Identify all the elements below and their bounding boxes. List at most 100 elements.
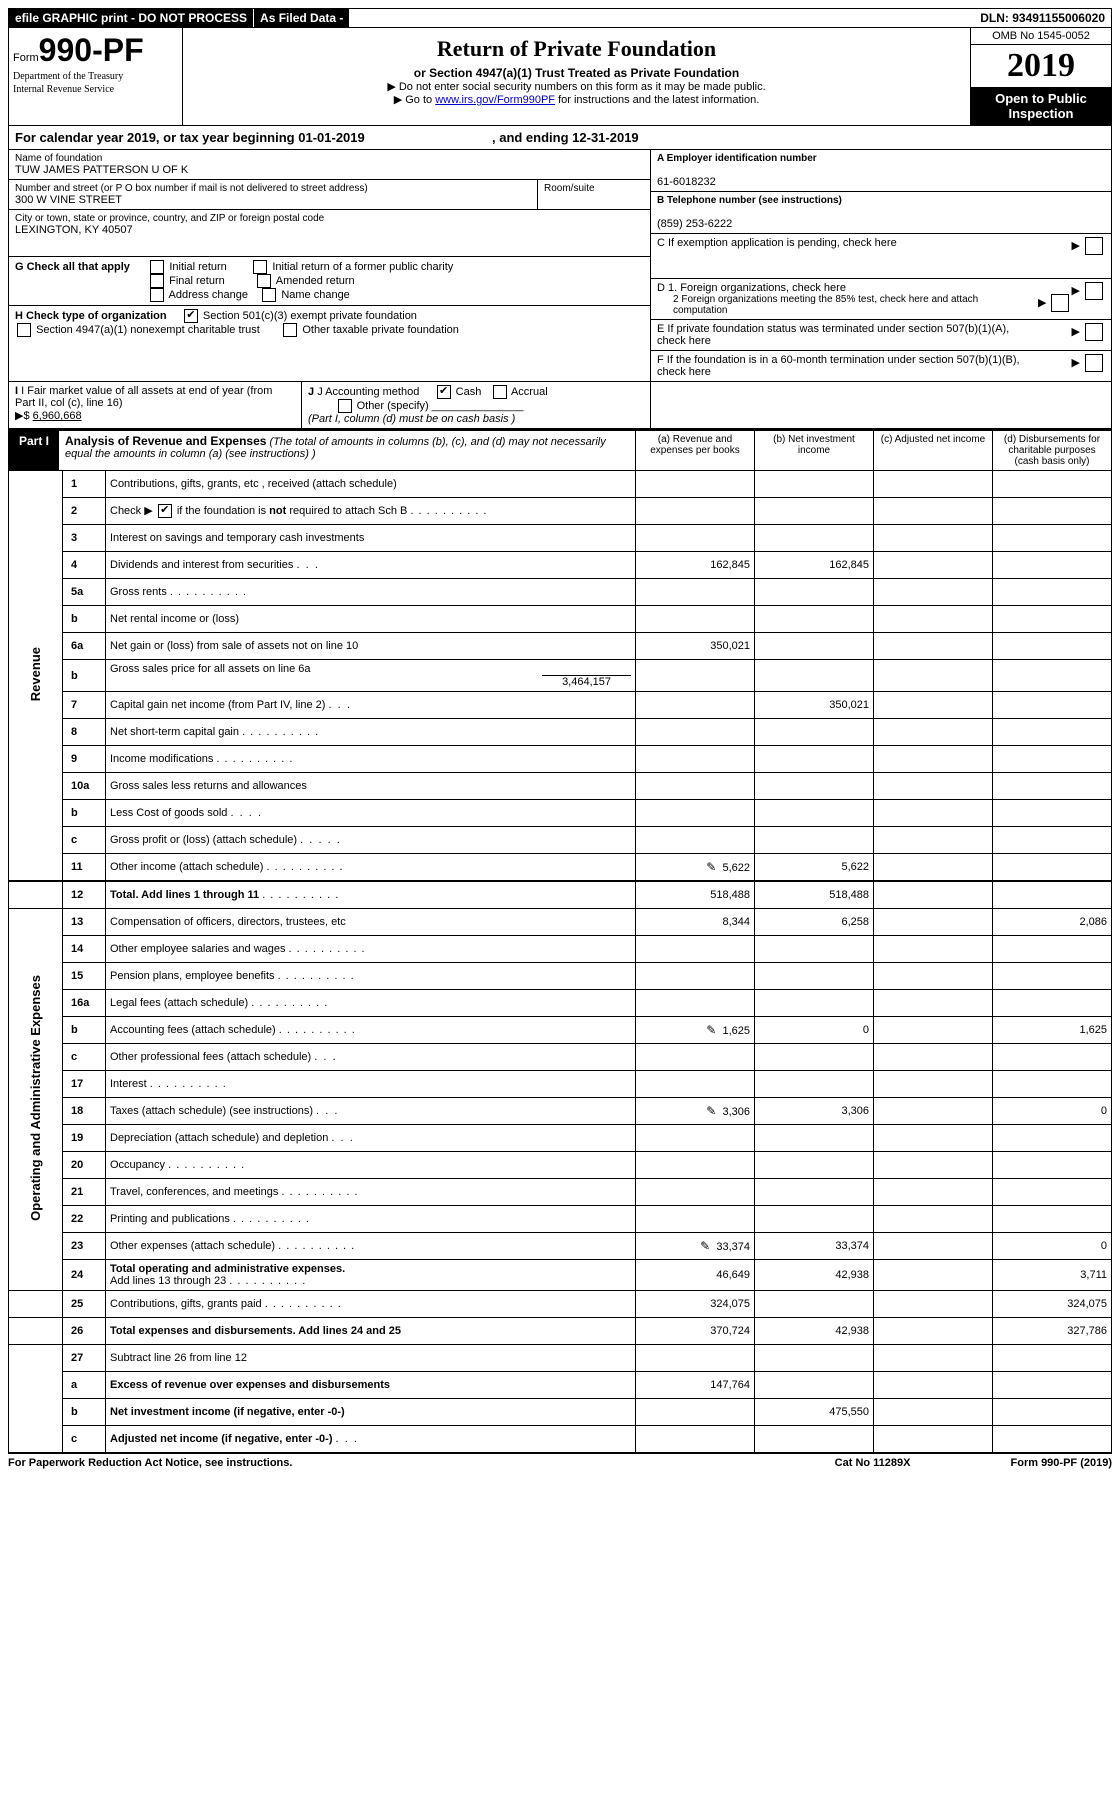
table-row: 25Contributions, gifts, grants paid 324,…	[9, 1291, 1112, 1318]
section-e: E If private foundation status was termi…	[651, 320, 1111, 351]
revenue-label: Revenue	[9, 471, 63, 881]
open-inspection: Open to Public Inspection	[971, 87, 1111, 125]
table-row: bLess Cost of goods sold . . . .	[9, 800, 1112, 827]
attachment-icon[interactable]: ✎	[706, 860, 716, 874]
table-row: 7Capital gain net income (from Part IV, …	[9, 692, 1112, 719]
table-row: 8Net short-term capital gain	[9, 719, 1112, 746]
initial-return-checkbox[interactable]	[150, 260, 164, 274]
page-footer: For Paperwork Reduction Act Notice, see …	[8, 1453, 1112, 1469]
table-row: bGross sales price for all assets on lin…	[9, 660, 1112, 692]
ssn-warning: ▶ Do not enter social security numbers o…	[187, 80, 966, 93]
amended-return-checkbox[interactable]	[257, 274, 271, 288]
section-ij: I I Fair market value of all assets at e…	[8, 382, 1112, 429]
table-row: cGross profit or (loss) (attach schedule…	[9, 827, 1112, 854]
table-row: 20Occupancy	[9, 1152, 1112, 1179]
phone-cell: B Telephone number (see instructions) (8…	[651, 192, 1111, 234]
table-row: 10aGross sales less returns and allowanc…	[9, 773, 1112, 800]
final-return-checkbox[interactable]	[150, 274, 164, 288]
table-row: cAdjusted net income (if negative, enter…	[9, 1426, 1112, 1453]
col-d-head: (d) Disbursements for charitable purpose…	[992, 431, 1111, 470]
table-row: 11Other income (attach schedule) ✎ 5,622…	[9, 854, 1112, 882]
foreign-org-checkbox[interactable]	[1085, 282, 1103, 300]
form-ref: Form 990-PF (2019)	[1011, 1457, 1113, 1469]
table-row: 24Total operating and administrative exp…	[9, 1260, 1112, 1291]
exemption-pending-checkbox[interactable]	[1085, 237, 1103, 255]
section-j: J J Accounting method Cash Accrual Other…	[302, 382, 651, 428]
attachment-icon[interactable]: ✎	[700, 1239, 710, 1253]
foundation-name-cell: Name of foundation TUW JAMES PATTERSON U…	[9, 150, 650, 180]
table-row: bNet rental income or (loss)	[9, 606, 1112, 633]
form-header: Form990-PF Department of the Treasury In…	[8, 27, 1112, 126]
attachment-icon[interactable]: ✎	[706, 1104, 716, 1118]
table-row: bAccounting fees (attach schedule) ✎ 1,6…	[9, 1017, 1112, 1044]
attachment-icon[interactable]: ✎	[706, 1023, 716, 1037]
efile-label: efile GRAPHIC print - DO NOT PROCESS	[9, 9, 253, 27]
table-row: 27Subtract line 26 from line 12	[9, 1345, 1112, 1372]
table-row: bNet investment income (if negative, ent…	[9, 1399, 1112, 1426]
table-row: Revenue 1 Contributions, gifts, grants, …	[9, 471, 1112, 498]
table-row: 2 Check ▶ if the foundation is not requi…	[9, 498, 1112, 525]
cash-checkbox[interactable]	[437, 385, 451, 399]
omb-number: OMB No 1545-0052	[971, 28, 1111, 45]
table-row: 9Income modifications	[9, 746, 1112, 773]
table-row: cOther professional fees (attach schedul…	[9, 1044, 1112, 1071]
part1-table: Revenue 1 Contributions, gifts, grants, …	[8, 471, 1112, 1453]
paperwork-notice: For Paperwork Reduction Act Notice, see …	[8, 1457, 635, 1469]
section-f: F If the foundation is in a 60-month ter…	[651, 351, 1111, 381]
address-cell: Number and street (or P O box number if …	[9, 180, 538, 209]
col-c-head: (c) Adjusted net income	[873, 431, 992, 470]
room-cell: Room/suite	[538, 180, 650, 209]
table-row: 4Dividends and interest from securities …	[9, 552, 1112, 579]
form-subtitle: or Section 4947(a)(1) Trust Treated as P…	[187, 66, 966, 80]
4947a1-checkbox[interactable]	[17, 323, 31, 337]
table-row: 21Travel, conferences, and meetings	[9, 1179, 1112, 1206]
tax-year: 2019	[971, 45, 1111, 87]
table-row: 22Printing and publications	[9, 1206, 1112, 1233]
section-g: G Check all that apply Initial return In…	[9, 257, 650, 306]
name-change-checkbox[interactable]	[262, 288, 276, 302]
asfiled-label: As Filed Data -	[253, 9, 349, 27]
other-taxable-checkbox[interactable]	[283, 323, 297, 337]
table-row: 16aLegal fees (attach schedule)	[9, 990, 1112, 1017]
table-row: aExcess of revenue over expenses and dis…	[9, 1372, 1112, 1399]
initial-former-checkbox[interactable]	[253, 260, 267, 274]
efile-header: efile GRAPHIC print - DO NOT PROCESS As …	[8, 8, 1112, 27]
section-i: I I Fair market value of all assets at e…	[9, 382, 302, 428]
goto-link: ▶ Go to www.irs.gov/Form990PF for instru…	[187, 93, 966, 106]
expenses-label: Operating and Administrative Expenses	[9, 909, 63, 1291]
table-row: 23Other expenses (attach schedule) ✎ 33,…	[9, 1233, 1112, 1260]
table-row: Operating and Administrative Expenses 13…	[9, 909, 1112, 936]
part1-label: Part I	[9, 431, 59, 470]
501c3-checkbox[interactable]	[184, 309, 198, 323]
irs-link[interactable]: www.irs.gov/Form990PF	[435, 94, 555, 106]
part1-header: Part I Analysis of Revenue and Expenses …	[8, 429, 1112, 471]
table-row: 5aGross rents	[9, 579, 1112, 606]
schb-checkbox[interactable]	[158, 504, 172, 518]
col-a-head: (a) Revenue and expenses per books	[635, 431, 754, 470]
60-month-checkbox[interactable]	[1085, 354, 1103, 372]
table-row: 17Interest	[9, 1071, 1112, 1098]
other-method-checkbox[interactable]	[338, 399, 352, 413]
city-cell: City or town, state or province, country…	[9, 210, 650, 257]
cat-number: Cat No 11289X	[835, 1457, 911, 1469]
form-title: Return of Private Foundation	[187, 36, 966, 62]
table-row: 18Taxes (attach schedule) (see instructi…	[9, 1098, 1112, 1125]
table-row: 3Interest on savings and temporary cash …	[9, 525, 1112, 552]
ein-cell: A Employer identification number 61-6018…	[651, 150, 1111, 192]
address-change-checkbox[interactable]	[150, 288, 164, 302]
table-row: 6aNet gain or (loss) from sale of assets…	[9, 633, 1112, 660]
table-row: 15Pension plans, employee benefits	[9, 963, 1112, 990]
section-c: C If exemption application is pending, c…	[651, 234, 1111, 279]
form-number: Form990-PF	[13, 32, 178, 69]
fmv-value: 6,960,668	[33, 410, 82, 422]
irs-label: Internal Revenue Service	[13, 84, 178, 95]
dept-treasury: Department of the Treasury	[13, 71, 178, 82]
table-row: 12Total. Add lines 1 through 11 518,4885…	[9, 881, 1112, 909]
dln: DLN: 93491155006020	[974, 9, 1111, 27]
accrual-checkbox[interactable]	[493, 385, 507, 399]
status-terminated-checkbox[interactable]	[1085, 323, 1103, 341]
table-row: 14Other employee salaries and wages	[9, 936, 1112, 963]
calendar-year: For calendar year 2019, or tax year begi…	[8, 126, 1112, 150]
foreign-85-checkbox[interactable]	[1051, 294, 1069, 312]
table-row: 19Depreciation (attach schedule) and dep…	[9, 1125, 1112, 1152]
